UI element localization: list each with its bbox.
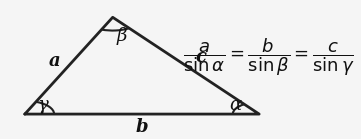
Text: a: a: [48, 52, 60, 70]
Text: α: α: [230, 96, 242, 114]
Text: c: c: [195, 48, 206, 66]
Text: β: β: [116, 27, 127, 45]
Text: γ: γ: [37, 96, 48, 114]
Text: $\dfrac{a}{\sin\alpha}=\dfrac{b}{\sin\beta}=\dfrac{c}{\sin\gamma}$: $\dfrac{a}{\sin\alpha}=\dfrac{b}{\sin\be…: [183, 36, 355, 78]
Text: b: b: [136, 118, 148, 136]
